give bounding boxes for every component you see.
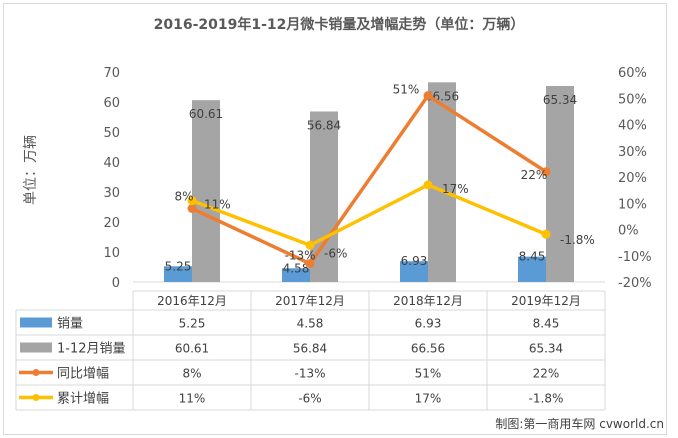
legend-key xyxy=(20,317,52,328)
line-data-label: 8% xyxy=(174,190,193,204)
y2-tick-label: 60% xyxy=(618,66,647,81)
bar-monthly xyxy=(400,261,428,282)
y2-tick-label: -10% xyxy=(618,250,652,265)
table-cell: 60.61 xyxy=(175,342,209,356)
line-data-label: -13% xyxy=(284,249,315,263)
table-cell: 51% xyxy=(415,367,442,381)
line-marker xyxy=(305,240,315,250)
table-cell: 4.58 xyxy=(297,317,324,331)
table-cell: 17% xyxy=(415,392,442,406)
bar-data-label: 56.84 xyxy=(307,118,341,132)
line-marker xyxy=(305,259,315,269)
bar-data-label: 6.93 xyxy=(401,254,428,268)
legend-label: 1-12月销量 xyxy=(57,342,126,357)
bar-cumulative xyxy=(192,100,220,282)
table-cell: -1.8% xyxy=(529,392,564,406)
bar-data-label: 65.34 xyxy=(543,93,577,107)
table-cell: 8.45 xyxy=(533,317,560,331)
y-tick-label: 70 xyxy=(103,66,120,81)
y-tick-label: 20 xyxy=(103,216,120,231)
legend-key-marker xyxy=(32,369,40,376)
bar-cumulative xyxy=(428,82,456,282)
table-cell: 6.93 xyxy=(415,317,442,331)
table-cell: 8% xyxy=(182,367,201,381)
table-cell: 5.25 xyxy=(179,317,206,331)
x-category-label: 2017年12月 xyxy=(275,294,345,308)
y-tick-label: 0 xyxy=(112,276,120,291)
table-cell: 65.34 xyxy=(529,342,563,356)
table-cell: -6% xyxy=(298,392,321,406)
y2-tick-label: 20% xyxy=(618,171,647,186)
table-cell: -13% xyxy=(294,367,325,381)
line-yoy xyxy=(191,93,547,266)
bar-data-label: 4.58 xyxy=(283,261,310,275)
chart-frame xyxy=(3,3,667,435)
table-cell: 56.84 xyxy=(293,342,327,356)
bar-cumulative xyxy=(546,85,574,282)
table-cell: 11% xyxy=(179,392,206,406)
bar-monthly xyxy=(164,266,192,282)
line-data-label: 17% xyxy=(442,182,469,196)
table-cell: 66.56 xyxy=(411,342,445,356)
y-tick-label: 50 xyxy=(103,126,120,141)
bar-cumulative xyxy=(310,111,338,282)
legend-label: 同比增幅 xyxy=(57,367,109,382)
x-category-label: 2019年12月 xyxy=(511,294,581,308)
legend-label: 销量 xyxy=(57,317,83,332)
line-marker xyxy=(187,196,197,206)
x-category-label: 2016年12月 xyxy=(157,294,227,308)
y-tick-label: 40 xyxy=(103,156,120,171)
bar-data-label: 60.61 xyxy=(189,107,223,121)
line-marker xyxy=(541,229,551,239)
y2-tick-label: 30% xyxy=(618,145,647,160)
line-marker xyxy=(423,91,433,101)
y2-tick-label: -20% xyxy=(618,276,652,291)
bar-monthly xyxy=(282,268,310,282)
line-marker xyxy=(423,180,433,190)
line-marker xyxy=(187,204,197,213)
y-tick-label: 30 xyxy=(103,186,120,201)
legend-label: 累计增幅 xyxy=(57,392,109,407)
bar-data-label: 5.25 xyxy=(165,259,192,273)
legend-key xyxy=(20,342,52,353)
bar-monthly xyxy=(518,256,546,282)
x-category-label: 2018年12月 xyxy=(393,294,463,308)
y2-tick-label: 10% xyxy=(618,197,647,212)
line-data-label: 11% xyxy=(204,198,231,212)
table-cell: 22% xyxy=(533,367,560,381)
y2-tick-label: 0% xyxy=(618,224,639,239)
line-data-label: 22% xyxy=(521,168,548,182)
line-data-label: 51% xyxy=(393,83,420,97)
y2-tick-label: 50% xyxy=(618,92,647,107)
y-tick-label: 60 xyxy=(103,96,120,111)
chart-title: 2016-2019年1-12月微卡销量及增幅走势（单位：万辆） xyxy=(153,17,525,33)
credit: 制图:第一商用车网 cvworld.cn xyxy=(495,417,664,431)
y2-tick-label: 40% xyxy=(618,119,647,134)
line-data-label: -6% xyxy=(324,246,347,260)
y-tick-label: 10 xyxy=(103,246,120,261)
line-marker xyxy=(541,167,551,177)
bar-data-label: 8.45 xyxy=(519,250,546,264)
line-cumulative xyxy=(191,182,547,248)
legend-key-marker xyxy=(32,394,40,401)
line-data-label: -1.8% xyxy=(560,233,595,247)
